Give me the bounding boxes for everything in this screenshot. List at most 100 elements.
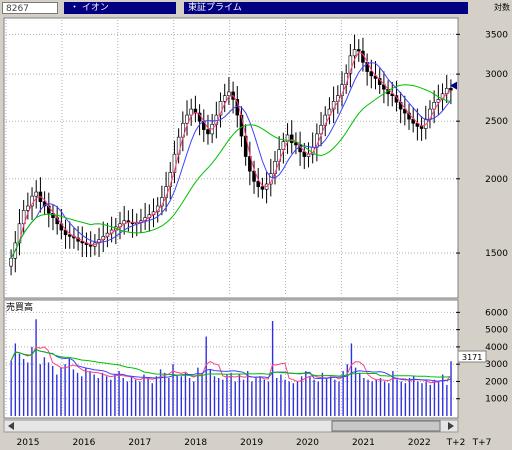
volume-bar — [375, 379, 378, 416]
candle-body — [289, 134, 294, 144]
volume-bar — [56, 374, 58, 416]
x-tick-label: 2022 — [408, 438, 431, 448]
candle-body — [26, 205, 30, 211]
price-panel — [3, 17, 459, 299]
volume-bar — [267, 381, 270, 416]
volume-bar — [276, 378, 278, 416]
volume-bar — [412, 376, 415, 416]
candle-body — [403, 108, 407, 114]
volume-bar — [68, 359, 70, 416]
vol-ma-long-line — [10, 348, 451, 378]
candle-body — [42, 201, 47, 207]
x-tick-label: 2018 — [184, 438, 207, 448]
candle-body — [189, 108, 193, 116]
price-tick-label: 3000 — [485, 70, 508, 80]
volume-bar — [400, 381, 402, 416]
volume-bar — [168, 378, 170, 416]
volume-bar — [242, 379, 245, 416]
volume-bar — [425, 381, 427, 416]
volume-bar — [101, 372, 104, 416]
volume-bar — [342, 371, 344, 416]
volume-bar — [446, 384, 448, 416]
candle-body — [193, 108, 198, 114]
volume-bar — [143, 374, 145, 416]
volume-bar — [193, 381, 195, 416]
volume-bar — [97, 378, 100, 416]
volume-bar — [379, 378, 382, 416]
market-field[interactable]: 東証プライム — [184, 2, 468, 14]
volume-moving-averages — [10, 346, 452, 384]
volume-bar — [126, 381, 129, 416]
volume-tick-label: 1000 — [485, 395, 508, 405]
volume-bar — [172, 364, 174, 416]
volume-bar — [43, 357, 46, 416]
volume-bar — [292, 383, 295, 416]
volume-bar — [255, 378, 257, 416]
volume-bar — [288, 381, 290, 416]
stock-code-field[interactable]: 8267 — [2, 2, 58, 14]
volume-bar — [64, 364, 66, 416]
candle-body — [218, 101, 223, 116]
volume-bar — [184, 372, 187, 416]
volume-bar — [147, 378, 149, 416]
ma-long-line — [10, 84, 452, 259]
volume-bar — [134, 379, 137, 416]
volume-tick-label: 5000 — [485, 326, 508, 336]
scrollbar-thumb[interactable] — [331, 420, 441, 432]
volume-tick-label: 6000 — [485, 308, 508, 318]
volume-bar — [226, 374, 228, 416]
log-scale-label[interactable]: 対数 — [494, 3, 510, 12]
volume-bar — [263, 379, 265, 416]
candle-body — [185, 114, 189, 124]
volume-bar — [246, 371, 249, 416]
volume-bar — [114, 374, 116, 416]
candle-body — [67, 234, 72, 237]
volume-bar — [437, 381, 440, 416]
x-tick-label: T+7 — [472, 438, 492, 448]
candle-body — [369, 71, 374, 77]
stock-name-field[interactable]: ・ イオン — [64, 2, 176, 14]
volume-bar — [222, 379, 224, 416]
volume-bar — [450, 361, 452, 416]
volume-bar — [429, 384, 431, 416]
volume-bar — [421, 383, 423, 416]
volume-bar — [329, 376, 332, 416]
volume-bar — [176, 374, 178, 416]
volume-bar — [371, 381, 373, 416]
scroll-right-icon[interactable] — [448, 422, 454, 430]
volume-bar — [392, 371, 394, 416]
volume-bar — [305, 371, 307, 416]
volume-bar — [350, 343, 353, 416]
volume-bar — [259, 376, 261, 416]
volume-bar — [300, 376, 303, 416]
volume-bar — [110, 379, 112, 416]
candle-body — [436, 99, 441, 103]
volume-bar — [313, 379, 315, 416]
volume-bar — [22, 359, 25, 416]
volume-bar — [238, 374, 241, 416]
candle-body — [281, 141, 286, 150]
ma-mid-line — [10, 62, 452, 259]
candle-body — [449, 87, 453, 91]
volume-bar — [180, 376, 183, 416]
candle-body — [348, 55, 353, 74]
volume-bar — [230, 372, 232, 416]
volume-tick-label: 4000 — [485, 343, 508, 353]
volume-bar — [296, 381, 299, 416]
volume-title: 売買高 — [6, 301, 33, 313]
candle-body — [206, 129, 210, 135]
moving-averages — [10, 51, 452, 259]
volume-tick-label: 3000 — [485, 360, 508, 370]
candle-body — [248, 156, 252, 172]
volume-bar — [164, 372, 166, 416]
candle-body — [227, 91, 231, 96]
volume-bar — [334, 379, 336, 416]
candle-body — [252, 170, 256, 182]
volume-bar — [18, 353, 21, 416]
volume-bar — [321, 372, 324, 416]
volume-bar — [363, 378, 365, 416]
volume-bar — [205, 336, 207, 416]
volume-tick-label: 2000 — [485, 377, 508, 387]
scroll-left-icon[interactable] — [8, 422, 14, 430]
